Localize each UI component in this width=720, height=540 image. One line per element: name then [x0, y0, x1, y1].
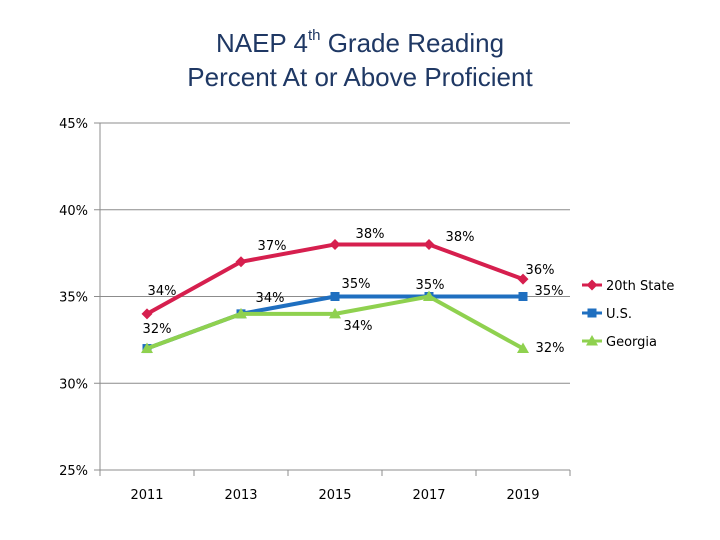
y-tick-label: 35% [59, 291, 88, 306]
data-point-20th-state [235, 256, 247, 268]
x-tick-label: 2017 [412, 488, 445, 503]
data-label: 36% [526, 263, 555, 278]
data-point-20th-state [329, 238, 341, 250]
data-point-georgia [517, 342, 529, 354]
title-suffix: Grade Reading [320, 28, 505, 58]
chart-title-line1: NAEP 4th Grade Reading [60, 26, 660, 60]
x-tick-label: 2013 [224, 488, 257, 503]
data-label: 35% [416, 278, 445, 293]
data-point-georgia [235, 307, 247, 319]
data-point-georgia [329, 307, 341, 319]
data-label: 35% [342, 277, 371, 292]
data-point-georgia [141, 342, 153, 354]
series-line-20th-state [146, 242, 524, 316]
chart-legend: 20th State U.S. Georgia [582, 279, 674, 350]
x-tick-label: 2011 [130, 488, 163, 503]
chart-series [141, 238, 529, 354]
y-tick-label: 30% [59, 377, 88, 392]
chart-data-labels: 34% 37% 38% 38% 36% 32% 34% 35% 35% 35% 34% 32% [143, 227, 565, 356]
data-point-georgia [423, 290, 435, 301]
data-point-20th-state [517, 273, 529, 285]
data-point-20th-state [141, 308, 153, 320]
series-line-us [146, 294, 523, 351]
data-label: 37% [258, 239, 287, 254]
title-superscript: th [307, 27, 321, 45]
data-label: 38% [446, 230, 475, 245]
title-prefix: NAEP 4 [215, 28, 308, 58]
chart-title-line2: Percent At or Above Proficient [187, 62, 533, 92]
legend-marker-georgia [586, 335, 598, 346]
data-label: 34% [344, 319, 373, 334]
data-label: 38% [356, 227, 385, 242]
chart-title: NAEP 4th Grade Reading Percent At or Abo… [60, 26, 660, 94]
data-point-us [330, 292, 340, 301]
x-tick-label: 2019 [506, 488, 539, 503]
y-tick-label: 45% [59, 117, 88, 132]
y-tick-label: 40% [59, 204, 88, 219]
data-point-20th-state [423, 238, 435, 250]
legend-marker-20th-state [586, 279, 598, 291]
legend-marker-us [587, 308, 597, 318]
data-label: 35% [535, 284, 564, 299]
legend-label-us: U.S. [606, 307, 632, 322]
legend-label-georgia: Georgia [606, 335, 657, 350]
data-label: 34% [256, 291, 285, 306]
series-line-georgia [146, 294, 524, 351]
legend-label-20th-state: 20th State [606, 279, 674, 294]
chart-axes: 25% 30% 35% 40% 45% 2011 2013 2015 2017 2019 [59, 117, 571, 503]
data-label: 34% [148, 284, 177, 299]
data-point-us [518, 292, 528, 301]
data-label: 32% [536, 341, 565, 356]
data-label: 32% [143, 322, 172, 337]
y-tick-label: 25% [59, 464, 88, 479]
x-tick-label: 2015 [318, 488, 351, 503]
